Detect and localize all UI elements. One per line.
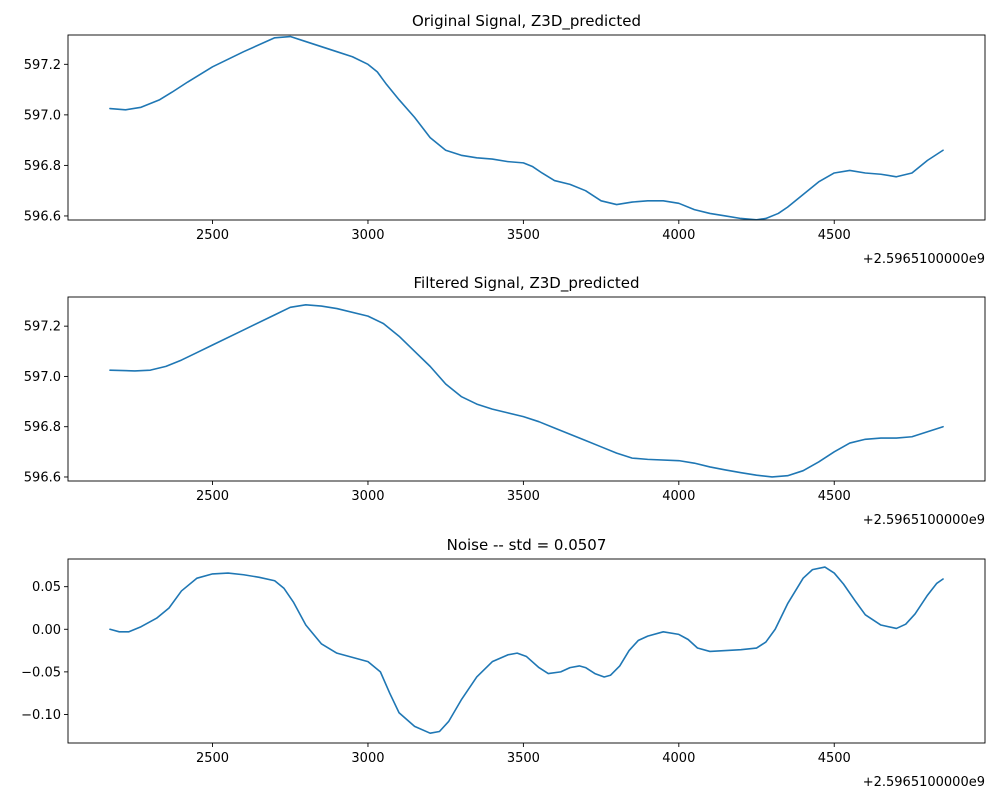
x-tick-label: 4500 bbox=[818, 751, 851, 766]
y-tick-label: 596.6 bbox=[24, 209, 61, 224]
x-tick-label: 3500 bbox=[507, 228, 540, 243]
plot-frame bbox=[67, 296, 986, 482]
chart-panel-1: Original Signal, Z3D_predicted 2500 3000 35… bbox=[24, 12, 986, 267]
chart-title: Filtered Signal, Z3D_predicted bbox=[414, 274, 640, 293]
x-offset-label: +2.5965100000e9 bbox=[863, 513, 985, 528]
y-tick-label: 597.2 bbox=[24, 58, 61, 73]
x-tick-label: 3500 bbox=[507, 751, 540, 766]
x-offset-label: +2.5965100000e9 bbox=[863, 775, 985, 790]
y-tick-label: 596.8 bbox=[24, 420, 61, 435]
plot-frame bbox=[67, 34, 986, 221]
y-tick-label: 597.2 bbox=[24, 320, 61, 335]
y-tick-label: 597.0 bbox=[24, 370, 61, 385]
chart-title: Noise -- std = 0.0507 bbox=[447, 536, 607, 554]
plot-frame bbox=[67, 558, 986, 744]
y-tick-label: −0.05 bbox=[21, 665, 61, 680]
x-tick-label: 3500 bbox=[507, 489, 540, 504]
x-tick-label: 2500 bbox=[196, 751, 229, 766]
chart-panel-2: Filtered Signal, Z3D_predicted 2500 3000 35… bbox=[24, 274, 986, 528]
x-offset-label: +2.5965100000e9 bbox=[863, 252, 985, 267]
x-tick-label: 4000 bbox=[662, 489, 695, 504]
series-line bbox=[109, 35, 944, 221]
x-tick-label: 4500 bbox=[818, 489, 851, 504]
y-tick-label: −0.10 bbox=[21, 708, 61, 723]
chart-title: Original Signal, Z3D_predicted bbox=[412, 12, 641, 31]
x-tick-label: 3000 bbox=[351, 228, 384, 243]
y-tick-label: 597.0 bbox=[24, 108, 61, 123]
chart-panel-3: Noise -- std = 0.0507 2500 3000 3500 4000 450… bbox=[21, 536, 986, 790]
y-tick-label: 596.6 bbox=[24, 470, 61, 485]
x-tick-label: 3000 bbox=[351, 489, 384, 504]
y-tick-label: 0.00 bbox=[32, 623, 61, 638]
y-tick-label: 596.8 bbox=[24, 159, 61, 174]
x-tick-label: 2500 bbox=[196, 228, 229, 243]
series-line bbox=[109, 303, 944, 478]
y-tick-label: 0.05 bbox=[32, 580, 61, 595]
series-line bbox=[109, 566, 944, 735]
x-tick-label: 3000 bbox=[351, 751, 384, 766]
x-tick-label: 4500 bbox=[818, 228, 851, 243]
x-tick-label: 2500 bbox=[196, 489, 229, 504]
x-tick-label: 4000 bbox=[662, 228, 695, 243]
x-tick-label: 4000 bbox=[662, 751, 695, 766]
